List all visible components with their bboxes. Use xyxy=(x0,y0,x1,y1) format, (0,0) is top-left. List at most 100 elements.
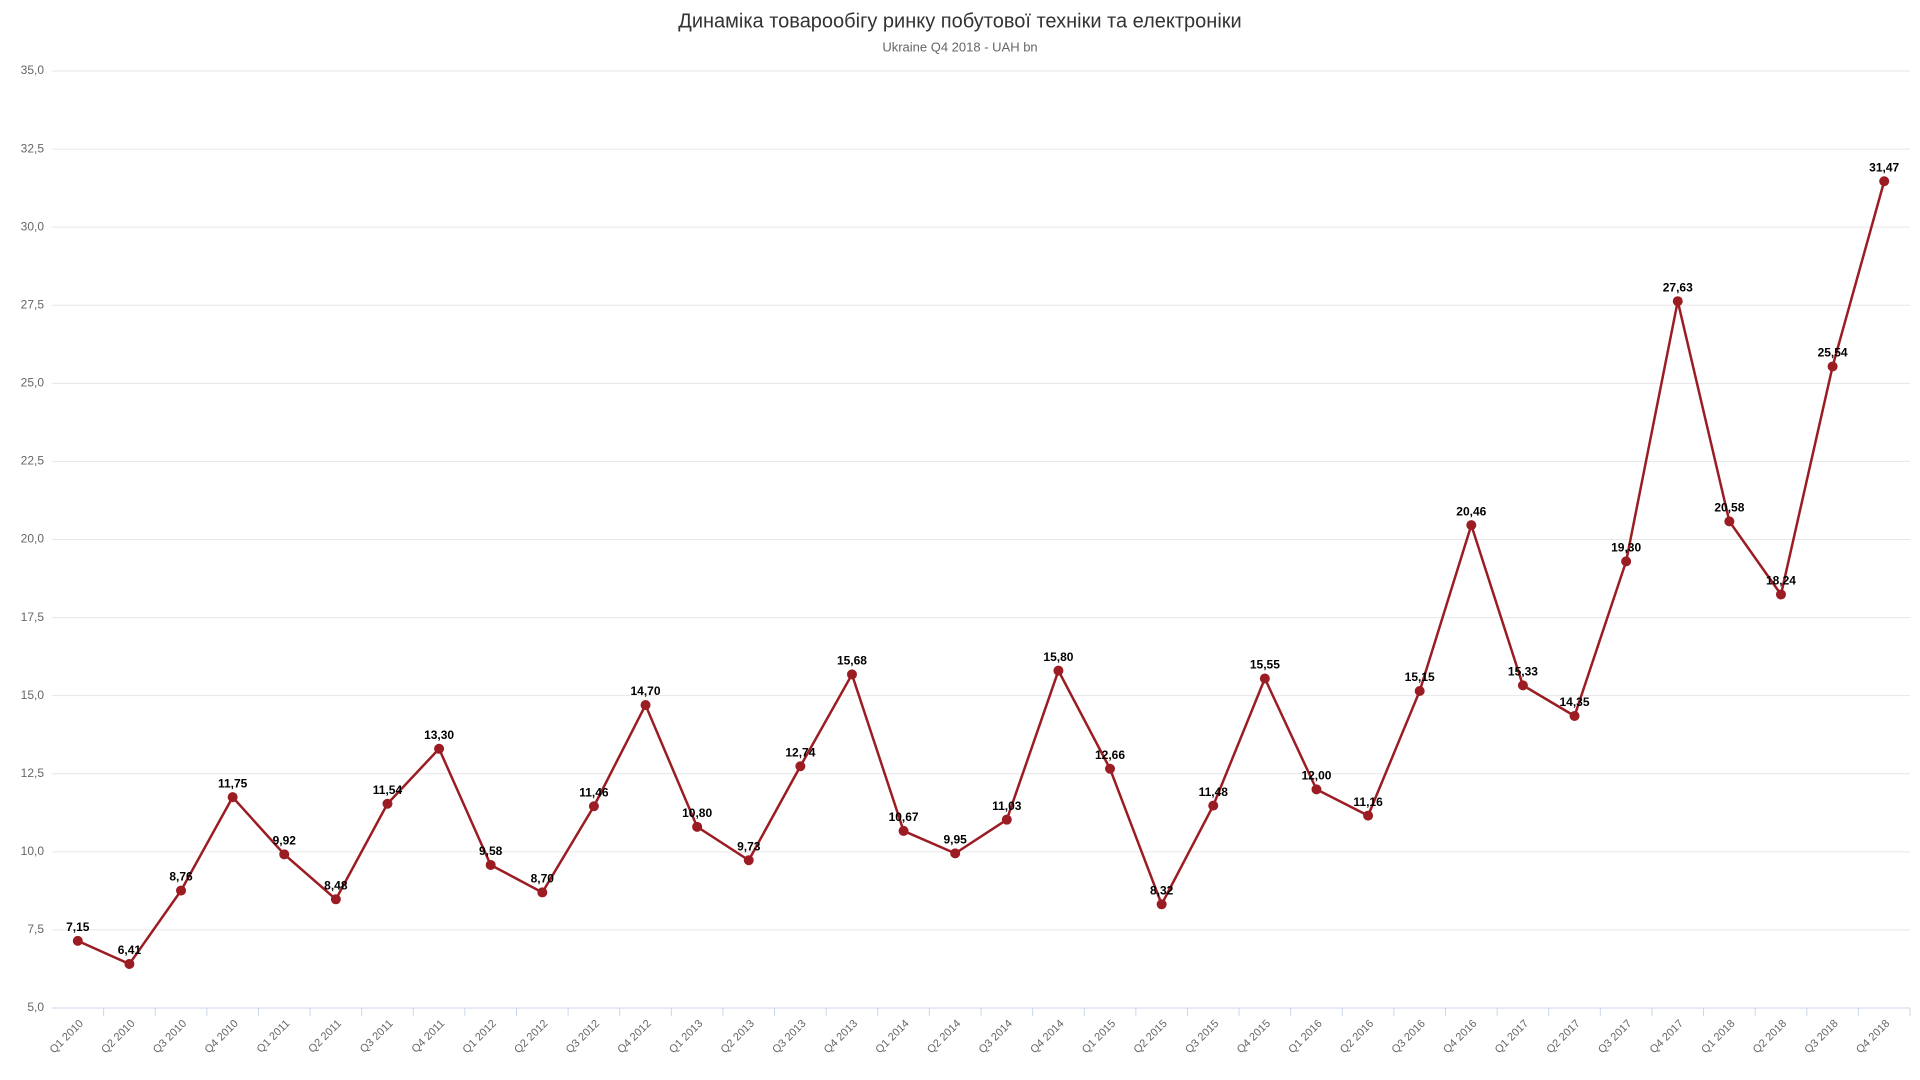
x-tick-label: Q3 2018 xyxy=(1802,1018,1840,1056)
x-tick-label: Q2 2014 xyxy=(925,1018,963,1056)
value-label: 18,24 xyxy=(1766,574,1796,588)
value-label: 15,68 xyxy=(837,654,867,668)
point xyxy=(1517,680,1528,691)
x-tick-label: Q1 2014 xyxy=(873,1018,911,1056)
x-tick-label: Q4 2012 xyxy=(615,1018,653,1056)
x-tick-label: Q3 2016 xyxy=(1390,1018,1428,1056)
x-tick-label: Q4 2011 xyxy=(410,1018,448,1056)
value-label: 11,03 xyxy=(992,799,1022,813)
value-label: 6,41 xyxy=(118,943,142,957)
value-label: 31,47 xyxy=(1869,160,1899,174)
point xyxy=(227,792,238,803)
value-label: 12,00 xyxy=(1301,769,1331,783)
value-label: 11,16 xyxy=(1353,795,1383,809)
point xyxy=(1466,520,1477,531)
point xyxy=(640,700,651,711)
x-tick-label: Q2 2018 xyxy=(1751,1018,1789,1056)
y-tick-label: 12,5 xyxy=(21,766,45,780)
x-tick-label: Q3 2012 xyxy=(564,1018,602,1056)
value-label: 19,30 xyxy=(1611,541,1641,555)
x-tick-label: Q3 2010 xyxy=(151,1018,189,1056)
y-tick-label: 5,0 xyxy=(27,1000,44,1014)
value-label: 13,30 xyxy=(424,728,454,742)
value-label: 12,66 xyxy=(1095,748,1125,762)
y-tick-label: 27,5 xyxy=(21,297,45,311)
point xyxy=(1775,589,1786,600)
x-tick-label: Q4 2014 xyxy=(1028,1018,1066,1056)
x-tick-label: Q1 2010 xyxy=(48,1018,86,1056)
point xyxy=(1672,296,1683,307)
point xyxy=(1053,665,1064,676)
point xyxy=(382,798,393,809)
x-tick-label: Q3 2014 xyxy=(977,1018,1015,1056)
value-label: 15,15 xyxy=(1405,670,1435,684)
value-label: 9,95 xyxy=(944,833,968,847)
point xyxy=(1208,800,1219,811)
point xyxy=(1156,899,1167,910)
point xyxy=(1259,673,1270,684)
point xyxy=(950,848,961,859)
x-tick-label: Q3 2013 xyxy=(770,1018,808,1056)
x-tick-label: Q1 2015 xyxy=(1080,1018,1118,1056)
point xyxy=(846,669,857,680)
point xyxy=(588,801,599,812)
x-tick-label: Q1 2016 xyxy=(1286,1018,1324,1056)
point xyxy=(1105,763,1116,774)
value-label: 12,74 xyxy=(785,745,815,759)
value-label: 8,48 xyxy=(324,878,348,892)
x-tick-label: Q1 2018 xyxy=(1699,1018,1737,1056)
point xyxy=(434,743,445,754)
point xyxy=(692,821,703,832)
point xyxy=(1879,176,1890,187)
point xyxy=(1363,810,1374,821)
value-label: 9,73 xyxy=(737,839,761,853)
y-tick-label: 17,5 xyxy=(21,610,45,624)
value-label: 14,35 xyxy=(1560,695,1590,709)
x-tick-label: Q1 2011 xyxy=(255,1018,293,1056)
value-label: 11,54 xyxy=(373,783,403,797)
x-tick-label: Q4 2015 xyxy=(1235,1018,1273,1056)
value-label: 27,63 xyxy=(1663,280,1693,294)
y-tick-label: 25,0 xyxy=(21,376,45,390)
y-tick-label: 10,0 xyxy=(21,844,45,858)
line xyxy=(77,180,1886,966)
value-label: 7,15 xyxy=(66,920,90,934)
value-label: 8,70 xyxy=(531,872,555,886)
point xyxy=(1414,685,1425,696)
x-tick-label: Q2 2012 xyxy=(512,1018,550,1056)
value-label: 11,46 xyxy=(579,785,609,799)
y-tick-label: 32,5 xyxy=(21,141,45,155)
x-tick-label: Q4 2016 xyxy=(1441,1018,1479,1056)
x-tick-label: Q2 2016 xyxy=(1338,1018,1376,1056)
x-tick-label: Q2 2017 xyxy=(1544,1018,1582,1056)
y-tick-label: 22,5 xyxy=(21,454,45,468)
y-tick-label: 20,0 xyxy=(21,532,45,546)
point xyxy=(795,761,806,772)
point xyxy=(1569,710,1580,721)
point xyxy=(1001,814,1012,825)
x-tick-label: Q2 2010 xyxy=(99,1018,137,1056)
point xyxy=(330,894,341,905)
value-label: 20,58 xyxy=(1714,501,1744,515)
x-tick-label: Q2 2011 xyxy=(306,1018,344,1056)
point xyxy=(898,825,909,836)
value-label: 11,75 xyxy=(218,776,248,790)
x-tick-label: Q1 2012 xyxy=(461,1018,499,1056)
x-tick-label: Q3 2015 xyxy=(1183,1018,1221,1056)
chart-title: Динаміка товарообігу ринку побутової тех… xyxy=(678,10,1241,32)
value-label: 8,76 xyxy=(169,870,193,884)
value-label: 10,67 xyxy=(889,810,919,824)
x-tick-label: Q1 2017 xyxy=(1493,1018,1531,1056)
x-tick-label: Q4 2017 xyxy=(1648,1018,1686,1056)
point xyxy=(537,887,548,898)
value-label: 8,32 xyxy=(1150,883,1174,897)
value-label: 14,70 xyxy=(631,684,661,698)
value-label: 9,58 xyxy=(479,844,503,858)
y-tick-label: 35,0 xyxy=(21,63,45,77)
value-label: 9,92 xyxy=(273,834,297,848)
x-tick-label: Q3 2017 xyxy=(1596,1018,1634,1056)
point xyxy=(1311,784,1322,795)
value-label: 15,33 xyxy=(1508,665,1538,679)
point xyxy=(1621,556,1632,567)
